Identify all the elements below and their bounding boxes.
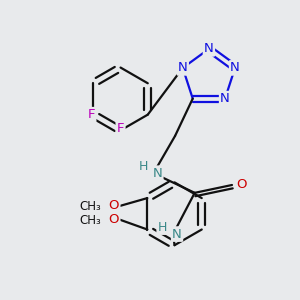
Text: N: N	[172, 228, 182, 241]
Text: N: N	[152, 167, 162, 180]
Text: F: F	[117, 122, 124, 135]
Text: H: H	[158, 221, 167, 234]
Text: CH₃: CH₃	[80, 214, 101, 227]
Text: CH₃: CH₃	[80, 200, 101, 213]
Text: F: F	[88, 108, 95, 121]
Text: N: N	[220, 92, 230, 105]
Text: N: N	[178, 61, 188, 74]
Text: O: O	[237, 178, 247, 191]
Text: N: N	[204, 42, 214, 56]
Text: H: H	[139, 160, 148, 173]
Text: O: O	[109, 200, 119, 212]
Text: N: N	[230, 61, 240, 74]
Text: O: O	[109, 213, 119, 226]
